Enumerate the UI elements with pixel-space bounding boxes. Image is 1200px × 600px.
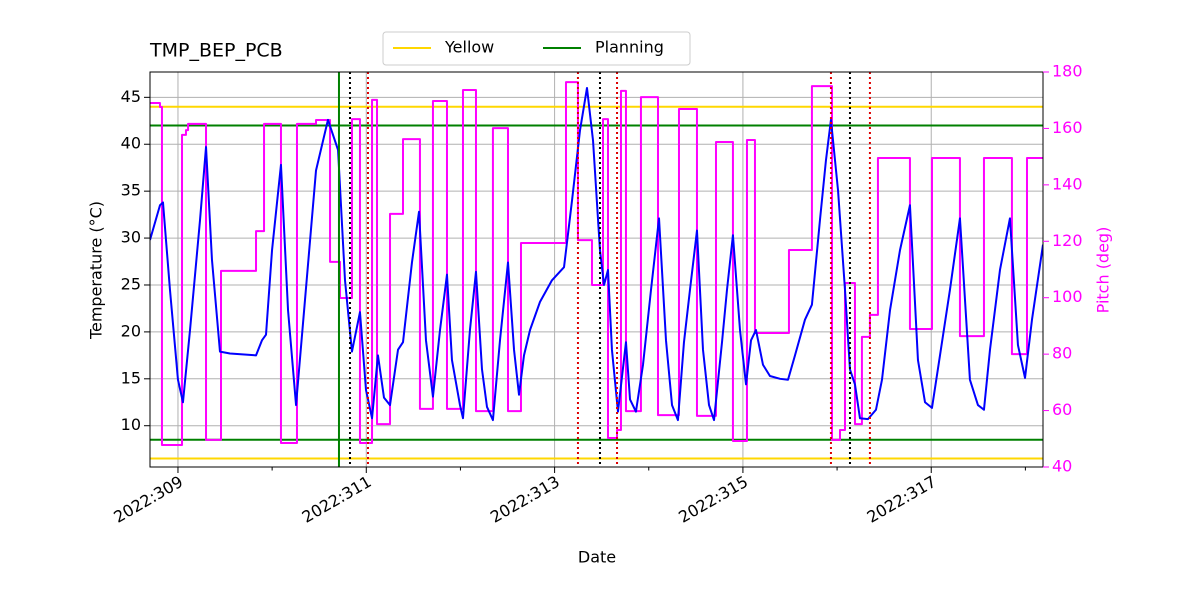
y-tick-label: 20 xyxy=(121,321,141,340)
y2-tick-label: 40 xyxy=(1052,457,1072,476)
y-tick-label: 45 xyxy=(121,87,141,106)
y2-tick-label: 60 xyxy=(1052,400,1072,419)
pitch-line xyxy=(150,81,1043,446)
legend-label: Planning xyxy=(595,38,664,57)
plot-area xyxy=(150,72,1043,467)
legend: Yellow Planning xyxy=(382,31,691,66)
axes-frame xyxy=(149,71,1044,468)
y2-tick-label: 80 xyxy=(1052,344,1072,363)
y-tick-label: 30 xyxy=(121,228,141,247)
y2-tick-label: 180 xyxy=(1052,62,1083,81)
y-tick-label: 15 xyxy=(121,368,141,387)
temperature-line xyxy=(150,86,1043,422)
y-tick-label: 25 xyxy=(121,274,141,293)
y2-axis-label: Pitch (deg) xyxy=(1094,227,1113,314)
y2-tick-label: 100 xyxy=(1052,287,1083,306)
y-tick-label: 10 xyxy=(121,415,141,434)
y-axis-label: Temperature (°C) xyxy=(87,201,106,340)
y2-tick-label: 120 xyxy=(1052,231,1083,250)
y-tick-label: 35 xyxy=(121,181,141,200)
y-tick-label: 40 xyxy=(121,134,141,153)
y2-tick-label: 140 xyxy=(1052,174,1083,193)
chart-title: TMP_BEP_PCB xyxy=(149,40,283,62)
legend-label: Yellow xyxy=(444,38,494,57)
x-axis-label: Date xyxy=(578,548,616,567)
legend-box xyxy=(382,31,691,66)
y2-tick-label: 160 xyxy=(1052,118,1083,137)
